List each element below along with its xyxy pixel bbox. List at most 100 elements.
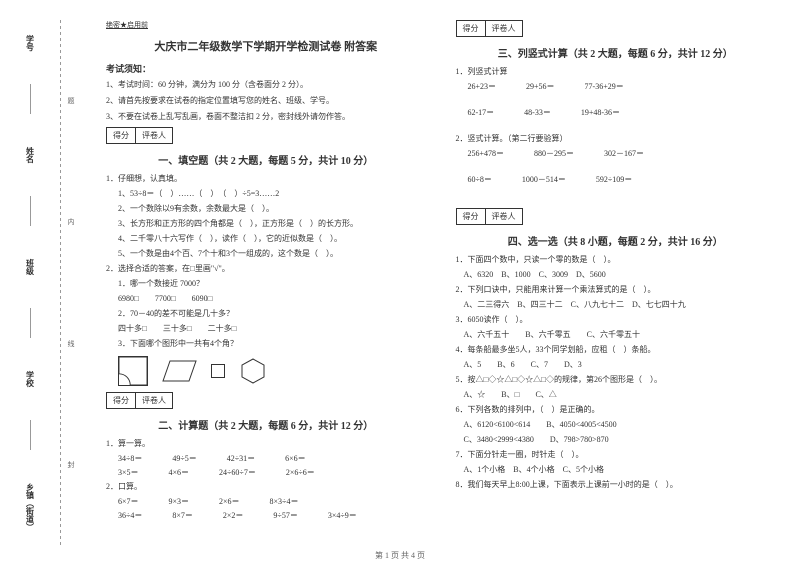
reviewer-label: 评卷人 xyxy=(486,209,522,224)
exam-title: 大庆市二年级数学下学期开学检测试卷 附答案 xyxy=(106,38,426,54)
sub-question: 4、二千零八十六写作（ ），读作（ ），它的近似数是（ ）。 xyxy=(106,233,426,245)
binding-town: 乡镇（街道） xyxy=(25,483,36,531)
calc-expr: 4×6＝ xyxy=(169,467,190,478)
section3-header: 三、列竖式计算（共 2 大题，每题 6 分，共计 12 分） xyxy=(456,45,776,60)
page-container: 学号 姓名 班级 学校 乡镇（街道） 题 内 线 封 绝密★启用前 大庆市二年级… xyxy=(0,0,800,565)
calc-expr: 2×2＝ xyxy=(223,510,244,521)
seal-char: 内 xyxy=(66,218,76,225)
sub-question: 3．下面哪个图形中一共有4个角？ xyxy=(106,338,426,350)
mc-options: A、二三得六 B、四三十二 C、八九七十二 D、七七四十九 xyxy=(456,299,776,311)
shapes-row xyxy=(106,356,426,386)
calc-row: 36÷4＝ 8×7＝ 2×2＝ 9÷57＝ 3×4÷9＝ xyxy=(106,510,426,521)
sub-question: 5、一个数是由4个百、7个十和3个一组成的，这个数是（ ）。 xyxy=(106,248,426,260)
sub-question: 2、一个数除以9有余数，余数最大是（ ）。 xyxy=(106,203,426,215)
label-class: 班级 xyxy=(25,259,36,275)
section4-header: 四、选一选（共 8 小题，每题 2 分，共计 16 分） xyxy=(456,233,776,248)
label-student-id: 学号 xyxy=(25,35,36,51)
calc-row: 60÷8＝ 1000－514＝ 592÷109＝ xyxy=(456,174,776,185)
calc-expr: 60÷8＝ xyxy=(468,174,492,185)
notice-item: 1、考试时间：60 分钟，满分为 100 分（含卷面分 2 分）。 xyxy=(106,79,426,91)
calc-expr: 880－295＝ xyxy=(534,148,574,159)
calc-row: 3×5＝ 4×6＝ 24÷60÷7＝ 2×6÷6＝ xyxy=(106,467,426,478)
calc-row: 256+478＝ 880－295＝ 302－167＝ xyxy=(456,148,776,159)
question: 2．选择合适的答案，在□里画"√"。 xyxy=(106,263,426,275)
mc-question: 4．每条船最多坐5人，33个同学划船，应租（ ）条船。 xyxy=(456,344,776,356)
calc-row: 34÷8＝ 49÷5＝ 42÷31＝ 6×6＝ xyxy=(106,453,426,464)
calc-expr: 26+23＝ xyxy=(468,81,497,92)
calc-expr: 3×4÷9＝ xyxy=(328,510,357,521)
shape-square xyxy=(211,364,225,378)
mc-question: 1．下面四个数中，只读一个零的数是（ ）。 xyxy=(456,254,776,266)
binding-column: 学号 姓名 班级 学校 乡镇（街道） xyxy=(0,0,60,565)
left-column: 绝密★启用前 大庆市二年级数学下学期开学检测试卷 附答案 考试须知： 1、考试时… xyxy=(91,20,441,555)
reviewer-label: 评卷人 xyxy=(136,393,172,408)
question: 1．算一算。 xyxy=(106,438,426,450)
calc-expr: 2×6÷6＝ xyxy=(286,467,315,478)
binding-class: 班级 xyxy=(25,259,36,275)
calc-row: 6×7＝ 9×3＝ 2×6＝ 8×3÷4＝ xyxy=(106,496,426,507)
shape-hexagon xyxy=(239,357,267,385)
binding-divider xyxy=(30,420,31,450)
calc-expr: 302－167＝ xyxy=(604,148,644,159)
mc-options: C、3480<2999<4380 D、798>780>870 xyxy=(456,434,776,446)
calc-expr: 48-33＝ xyxy=(524,107,551,118)
calc-row: 26+23＝ 29+56＝ 77-36+29＝ xyxy=(456,81,776,92)
seal-char: 线 xyxy=(66,340,76,347)
mc-options: A、1个小格 B、4个小格 C、5个小格 xyxy=(456,464,776,476)
mc-options: A、5 B、6 C、7 D、3 xyxy=(456,359,776,371)
calc-expr: 42÷31＝ xyxy=(227,453,255,464)
sub-question: 2．70－40的差不可能是几十多？ xyxy=(106,308,426,320)
mc-question: 5．按△□◇☆△□◇☆△□◇的规律，第26个图形是（ ）。 xyxy=(456,374,776,386)
confidential-label: 绝密★启用前 xyxy=(106,20,426,30)
right-column: 得分 评卷人 三、列竖式计算（共 2 大题，每题 6 分，共计 12 分） 1．… xyxy=(441,20,791,555)
score-label: 得分 xyxy=(457,209,486,224)
calc-expr: 8×7＝ xyxy=(172,510,193,521)
seal-column: 题 内 线 封 xyxy=(61,0,81,565)
calc-expr: 29+56＝ xyxy=(526,81,555,92)
label-town: 乡镇（街道） xyxy=(25,483,36,531)
mc-question: 7．下面分针走一圈，时针走（ ）。 xyxy=(456,449,776,461)
mc-options: A、6120<6100<614 B、4050<4005<4500 xyxy=(456,419,776,431)
score-label: 得分 xyxy=(107,128,136,143)
calc-expr: 6×7＝ xyxy=(118,496,139,507)
options: 6980□ 7700□ 6090□ xyxy=(106,293,426,305)
notice-header: 考试须知： xyxy=(106,62,426,75)
binding-divider xyxy=(30,196,31,226)
binding-divider xyxy=(30,84,31,114)
sub-question: 1．哪一个数接近 7000？ xyxy=(106,278,426,290)
binding-student-id: 学号 xyxy=(25,35,36,51)
question: 2．口算。 xyxy=(106,481,426,493)
mc-question: 2．下列口诀中，只能用来计算一个乘法算式的是（ ）。 xyxy=(456,284,776,296)
score-label: 得分 xyxy=(457,21,486,36)
mc-options: A、6320 B、1000 C、3009 D、5600 xyxy=(456,269,776,281)
binding-school: 学校 xyxy=(25,371,36,387)
reviewer-label: 评卷人 xyxy=(136,128,172,143)
calc-expr: 34÷8＝ xyxy=(118,453,142,464)
question: 2．竖式计算。（第二行要验算） xyxy=(456,133,776,145)
score-box: 得分 评卷人 xyxy=(456,208,523,225)
calc-expr: 49÷5＝ xyxy=(172,453,196,464)
sub-question: 1、53÷8＝（ ）……（ ） （ ）÷5=3……2 xyxy=(106,188,426,200)
calc-expr: 36÷4＝ xyxy=(118,510,142,521)
shape-notched-square xyxy=(118,356,148,386)
calc-expr: 19+48-36＝ xyxy=(581,107,620,118)
section2-header: 二、计算题（共 2 大题，每题 6 分，共计 12 分） xyxy=(106,417,426,432)
reviewer-label: 评卷人 xyxy=(486,21,522,36)
mc-question: 8．我们每天早上8:00上课，下面表示上课前一小时的是（ ）。 xyxy=(456,479,776,491)
options: 四十多□ 三十多□ 二十多□ xyxy=(106,323,426,335)
score-label: 得分 xyxy=(107,393,136,408)
calc-expr: 77-36+29＝ xyxy=(585,81,624,92)
binding-divider xyxy=(30,308,31,338)
calc-expr: 1000－514＝ xyxy=(522,174,566,185)
score-box: 得分 评卷人 xyxy=(106,127,173,144)
binding-name: 姓名 xyxy=(25,147,36,163)
calc-expr: 3×5＝ xyxy=(118,467,139,478)
mc-options: A、☆ B、□ C、△ xyxy=(456,389,776,401)
calc-expr: 9×3＝ xyxy=(169,496,190,507)
calc-expr: 62-17＝ xyxy=(468,107,495,118)
score-box: 得分 评卷人 xyxy=(106,392,173,409)
calc-row: 62-17＝ 48-33＝ 19+48-36＝ xyxy=(456,107,776,118)
content-area: 绝密★启用前 大庆市二年级数学下学期开学检测试卷 附答案 考试须知： 1、考试时… xyxy=(81,0,800,565)
calc-expr: 6×6＝ xyxy=(285,453,306,464)
page-footer: 第 1 页 共 4 页 xyxy=(0,550,800,561)
